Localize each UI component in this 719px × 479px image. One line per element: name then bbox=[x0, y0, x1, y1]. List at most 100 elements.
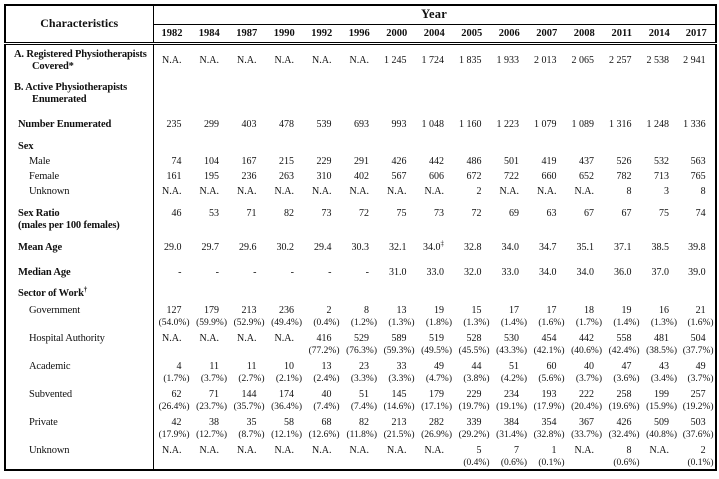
median-age-1992: - bbox=[328, 267, 332, 278]
sector-government-1987: 213 (52.9%) bbox=[233, 305, 265, 328]
sector-hospital-authority-1990: N.A. bbox=[274, 333, 294, 344]
number-enumerated-label: Number Enumerated bbox=[5, 113, 154, 139]
sex-1992 bbox=[303, 139, 341, 156]
sex-male-2017: 563 bbox=[690, 156, 706, 167]
sector-unknown-label: Unknown bbox=[5, 443, 154, 470]
registered-physiotherapists-covered-2004: 1 724 bbox=[421, 54, 445, 66]
year-col-2006: 2006 bbox=[490, 24, 528, 45]
sector-subvented-2006: 234 (19.1%) bbox=[496, 389, 527, 412]
sector-subvented-2007: 193 (17.9%) bbox=[533, 389, 565, 412]
sector-of-work-label: Sector of Work† bbox=[5, 285, 154, 303]
sector-academic-1996: 23 (3.3%) bbox=[350, 361, 377, 384]
sector-private-2000: 213 (21.5%) bbox=[383, 417, 415, 440]
registered-physiotherapists-covered-2011: 2 257 bbox=[609, 54, 632, 66]
year-col-2004: 2004 bbox=[415, 24, 453, 45]
sex-male-2006: 501 bbox=[504, 156, 519, 167]
row-mean-age: Mean Age 29.0 29.7 29.6 30.2 29.4 30.3 32.1 34.0… bbox=[5, 235, 716, 260]
sector-academic-1982: 4 (1.7%) bbox=[163, 361, 190, 384]
row-sector-hospital-authority: Hospital Authority N.A. N.A. N.A. N.A. 416 (77… bbox=[5, 331, 716, 359]
registered-physiotherapists-covered-2014: 2 538 bbox=[646, 54, 670, 66]
sex-female-2006: 722 bbox=[504, 171, 519, 182]
mean-age-1987: 29.6 bbox=[239, 242, 257, 253]
median-age-2006: 33.0 bbox=[501, 267, 520, 278]
sector-academic-2004: 49 (4.7%) bbox=[425, 361, 452, 384]
sex-1996 bbox=[341, 139, 379, 156]
sector-subvented-1996: 51 (7.4%) bbox=[350, 389, 377, 412]
sex-male-1982: 74 bbox=[171, 156, 182, 167]
sex-male-2011: 526 bbox=[616, 156, 632, 167]
sector-private-1990: 58 (12.1%) bbox=[271, 417, 302, 440]
sector-private-2008: 367 (33.7%) bbox=[571, 417, 602, 440]
sector-government-2007: 17 (1.6%) bbox=[538, 305, 565, 328]
header-row-top: Characteristics Year bbox=[5, 5, 716, 45]
sex-2005 bbox=[453, 139, 491, 156]
sex-1982 bbox=[153, 139, 191, 156]
number-enumerated-2004: 1 048 bbox=[421, 119, 445, 130]
sex-unknown-1996: N.A. bbox=[349, 186, 369, 197]
sex-female-1984: 195 bbox=[204, 171, 219, 182]
active-physiotherapists-enumerated-2005 bbox=[453, 77, 491, 113]
sex-unknown-2005: 2 bbox=[476, 186, 482, 197]
sector-hospital-authority-2017: 504 (37.7%) bbox=[682, 333, 714, 356]
sector-of-work-2006 bbox=[491, 285, 529, 303]
sector-subvented-2017: 257 (19.2%) bbox=[682, 389, 714, 412]
number-enumerated-2007: 1 079 bbox=[534, 119, 557, 130]
sector-unknown-1984: N.A. bbox=[199, 445, 219, 456]
active-physiotherapists-enumerated-2014 bbox=[641, 77, 679, 113]
year-col-2008: 2008 bbox=[565, 24, 603, 45]
mean-age-2014: 38.5 bbox=[651, 242, 670, 253]
sector-hospital-authority-1984: N.A. bbox=[199, 333, 219, 344]
registered-physiotherapists-covered-1987: N.A. bbox=[237, 54, 257, 66]
sector-hospital-authority-2005: 528 (45.5%) bbox=[458, 333, 490, 356]
sector-private-1996: 82 (11.8%) bbox=[346, 417, 377, 440]
sector-of-work-2014 bbox=[641, 285, 679, 303]
sector-private-1982: 42 (17.9%) bbox=[158, 417, 190, 440]
sex-male-1996: 291 bbox=[354, 156, 369, 167]
sex-2014 bbox=[641, 139, 679, 156]
median-age-2017: 39.0 bbox=[688, 267, 706, 278]
mean-age-2017: 39.8 bbox=[688, 242, 706, 253]
median-age-1982: - bbox=[178, 267, 182, 278]
sex-ratio-1996: 72 bbox=[359, 208, 369, 219]
sector-government-1992: 2 (0.4%) bbox=[313, 305, 340, 328]
sector-government-2005: 15 (1.3%) bbox=[463, 305, 490, 328]
sex-unknown-2008: N.A. bbox=[574, 186, 594, 197]
characteristics-header: Characteristics bbox=[5, 5, 154, 45]
sector-unknown-2008: N.A. bbox=[574, 445, 594, 456]
active-physiotherapists-enumerated-label: B. Active Physiotherapists Enumerated bbox=[5, 77, 154, 113]
number-enumerated-2005: 1 160 bbox=[459, 119, 482, 130]
sex-2017 bbox=[678, 139, 716, 156]
sex-female-1990: 263 bbox=[279, 171, 294, 182]
sex-1987 bbox=[228, 139, 266, 156]
registered-physiotherapists-covered-1990: N.A. bbox=[274, 54, 294, 66]
sector-hospital-authority-2000: 589 (59.3%) bbox=[383, 333, 415, 356]
year-columns-row: 1982 1984 1987 1990 1992 1996 2000 2004 2005 2006… bbox=[5, 24, 716, 45]
sex-2007 bbox=[528, 139, 566, 156]
median-age-1984: - bbox=[215, 267, 219, 278]
median-age-1987: - bbox=[253, 267, 257, 278]
row-sector-of-work: Sector of Work† bbox=[5, 285, 716, 303]
number-enumerated-2017: 1 336 bbox=[683, 119, 706, 130]
year-col-1987: 1987 bbox=[228, 24, 266, 45]
sex-female-1992: 310 bbox=[316, 171, 332, 182]
sector-unknown-1992: N.A. bbox=[312, 445, 332, 456]
sex-male-label: Male bbox=[5, 156, 154, 171]
sector-academic-2007: 60 (5.6%) bbox=[538, 361, 565, 384]
sector-unknown-2007: 1 (0.1%) bbox=[538, 445, 565, 468]
sex-female-2007: 660 bbox=[541, 171, 557, 182]
active-physiotherapists-enumerated-2004 bbox=[416, 77, 454, 113]
sex-ratio-1987: 71 bbox=[246, 208, 257, 219]
registered-physiotherapists-covered-label: A. Registered Physiotherapists Covered* bbox=[5, 43, 154, 77]
sector-unknown-2017: 2 (0.1%) bbox=[687, 445, 714, 468]
sector-government-1984: 179 (59.9%) bbox=[196, 305, 227, 328]
sector-academic-1984: 11 (3.7%) bbox=[200, 361, 227, 384]
sector-academic-2000: 33 (3.3%) bbox=[388, 361, 415, 384]
sector-academic-label: Academic bbox=[5, 359, 154, 387]
active-physiotherapists-enumerated-1992 bbox=[303, 77, 341, 113]
active-physiotherapists-enumerated-1996 bbox=[341, 77, 379, 113]
sector-hospital-authority-2011: 558 (42.4%) bbox=[608, 333, 640, 356]
sex-female-2008: 652 bbox=[579, 171, 594, 182]
sex-female-1987: 236 bbox=[241, 171, 257, 182]
sector-academic-1987: 11 (2.7%) bbox=[238, 361, 265, 384]
sector-subvented-1982: 62 (26.4%) bbox=[158, 389, 190, 412]
